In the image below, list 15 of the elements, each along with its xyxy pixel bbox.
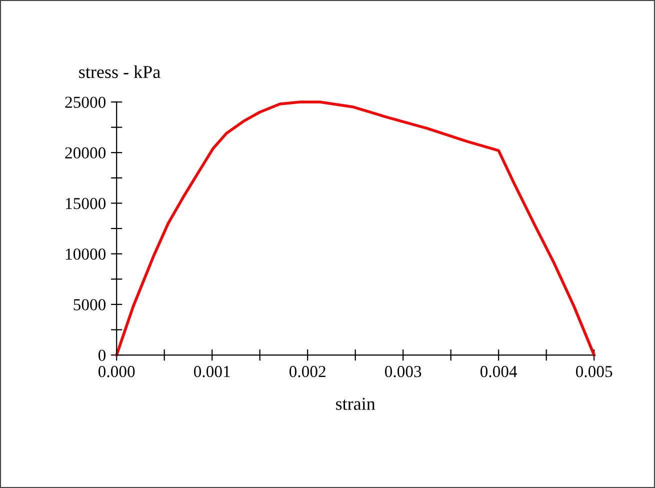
y-tick-label: 25000 <box>65 96 106 108</box>
x-tick-label: 0.000 <box>98 366 135 378</box>
line-series <box>115 100 596 356</box>
x-axis-title: strain <box>336 398 376 410</box>
x-tick-label: 0.003 <box>384 366 422 378</box>
y-tick-label: 0 <box>98 350 106 361</box>
x-tick-label: 0.004 <box>480 366 518 378</box>
x-tick-label: 0.002 <box>289 366 326 378</box>
y-tick-label: 20000 <box>65 147 106 159</box>
x-tick-label: 0.001 <box>194 366 230 378</box>
y-tick-label: 10000 <box>66 248 106 260</box>
y-tick-label: 5000 <box>74 299 106 310</box>
y-axis-title: stress - kPa <box>79 65 160 78</box>
x-tick-label: 0.005 <box>576 366 612 378</box>
y-tick-label: 15000 <box>66 198 106 210</box>
